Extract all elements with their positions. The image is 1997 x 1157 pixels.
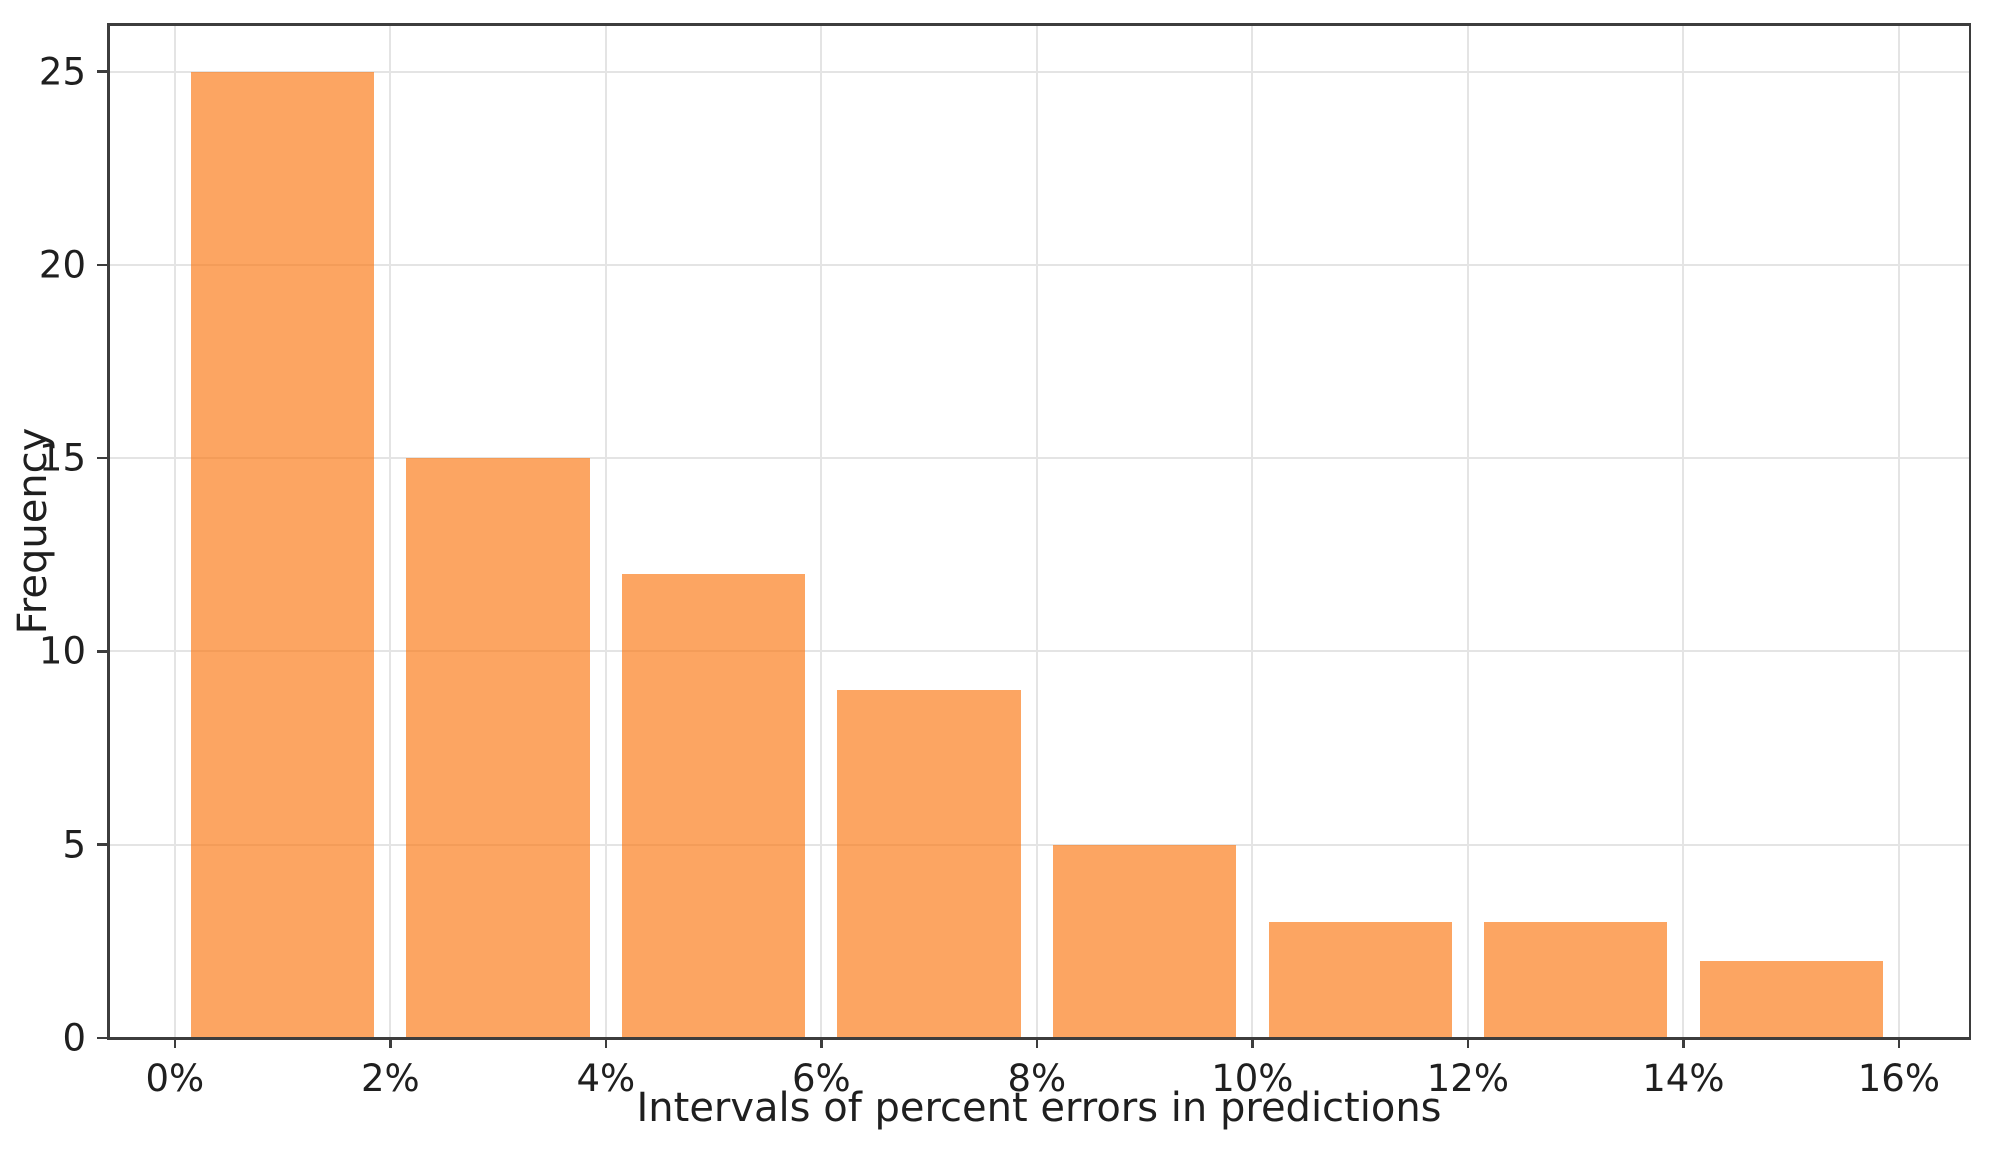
axis-spine (1968, 24, 1971, 1038)
y-tick-mark (97, 263, 107, 267)
x-tick-mark (1035, 1038, 1039, 1048)
x-gridline (1466, 24, 1469, 1038)
y-tick-mark (97, 843, 107, 846)
y-tick-mark (97, 1036, 107, 1040)
histogram-bar (837, 690, 1021, 1038)
x-tick-label: 6% (791, 1057, 851, 1100)
y-axis-label: Frequency (10, 427, 56, 635)
y-gridline (108, 843, 1970, 846)
axis-spine (107, 24, 110, 1038)
y-tick-mark (97, 456, 107, 460)
x-tick-label: 16% (1857, 1057, 1940, 1100)
y-tick-mark (97, 70, 107, 73)
y-tick-label: 10 (38, 629, 86, 673)
axis-spine (107, 23, 1971, 26)
x-tick-label: 8% (1007, 1057, 1067, 1100)
x-tick-label: 12% (1426, 1057, 1509, 1100)
x-tick-label: 4% (576, 1057, 636, 1100)
plot-area: 0% 2% 4% 6% 8% 10% 12% 14% 16% 0 5 10 15 20 25 (39, 23, 1971, 1097)
x-tick-mark (1466, 1038, 1470, 1048)
x-tick-label: 2% (360, 1057, 420, 1100)
y-tick-mark (97, 650, 107, 653)
histogram-bar (1484, 922, 1668, 1038)
x-gridline (389, 24, 392, 1038)
x-gridline (820, 24, 823, 1038)
x-gridline (1682, 24, 1685, 1038)
x-tick-label: 14% (1642, 1057, 1725, 1100)
x-tick-label: 0% (145, 1057, 205, 1100)
histogram-bar (1053, 844, 1237, 1038)
y-tick-label: 15 (38, 436, 86, 480)
histogram-bar (621, 574, 806, 1038)
x-tick-mark (1251, 1038, 1254, 1048)
x-gridline (1897, 24, 1900, 1038)
x-tick-mark (173, 1038, 177, 1048)
y-tick-label: 0 (62, 1016, 86, 1060)
x-gridline (173, 24, 176, 1038)
y-tick-label: 20 (38, 243, 86, 287)
y-tick-label: 25 (38, 50, 86, 94)
histogram-bar (190, 71, 375, 1038)
y-tick-label: 5 (62, 823, 86, 867)
x-tick-mark (604, 1038, 608, 1048)
histogram-bar (1268, 922, 1452, 1038)
x-gridline (604, 24, 607, 1038)
x-tick-mark (820, 1038, 823, 1048)
y-gridline (108, 263, 1970, 266)
x-tick-mark (1682, 1038, 1685, 1048)
x-tick-mark (389, 1038, 392, 1048)
x-tick-mark (1897, 1038, 1901, 1048)
x-axis-label: Intervals of percent errors in predictio… (636, 1085, 1442, 1131)
x-gridline (1251, 24, 1254, 1038)
x-gridline (1035, 24, 1038, 1038)
x-tick-label: 10% (1211, 1057, 1294, 1100)
axis-spine (107, 1036, 1971, 1040)
histogram-bar (1699, 960, 1883, 1038)
histogram-bar (406, 458, 590, 1038)
y-gridline (108, 650, 1970, 653)
y-gridline (108, 70, 1970, 73)
y-gridline (108, 457, 1970, 460)
